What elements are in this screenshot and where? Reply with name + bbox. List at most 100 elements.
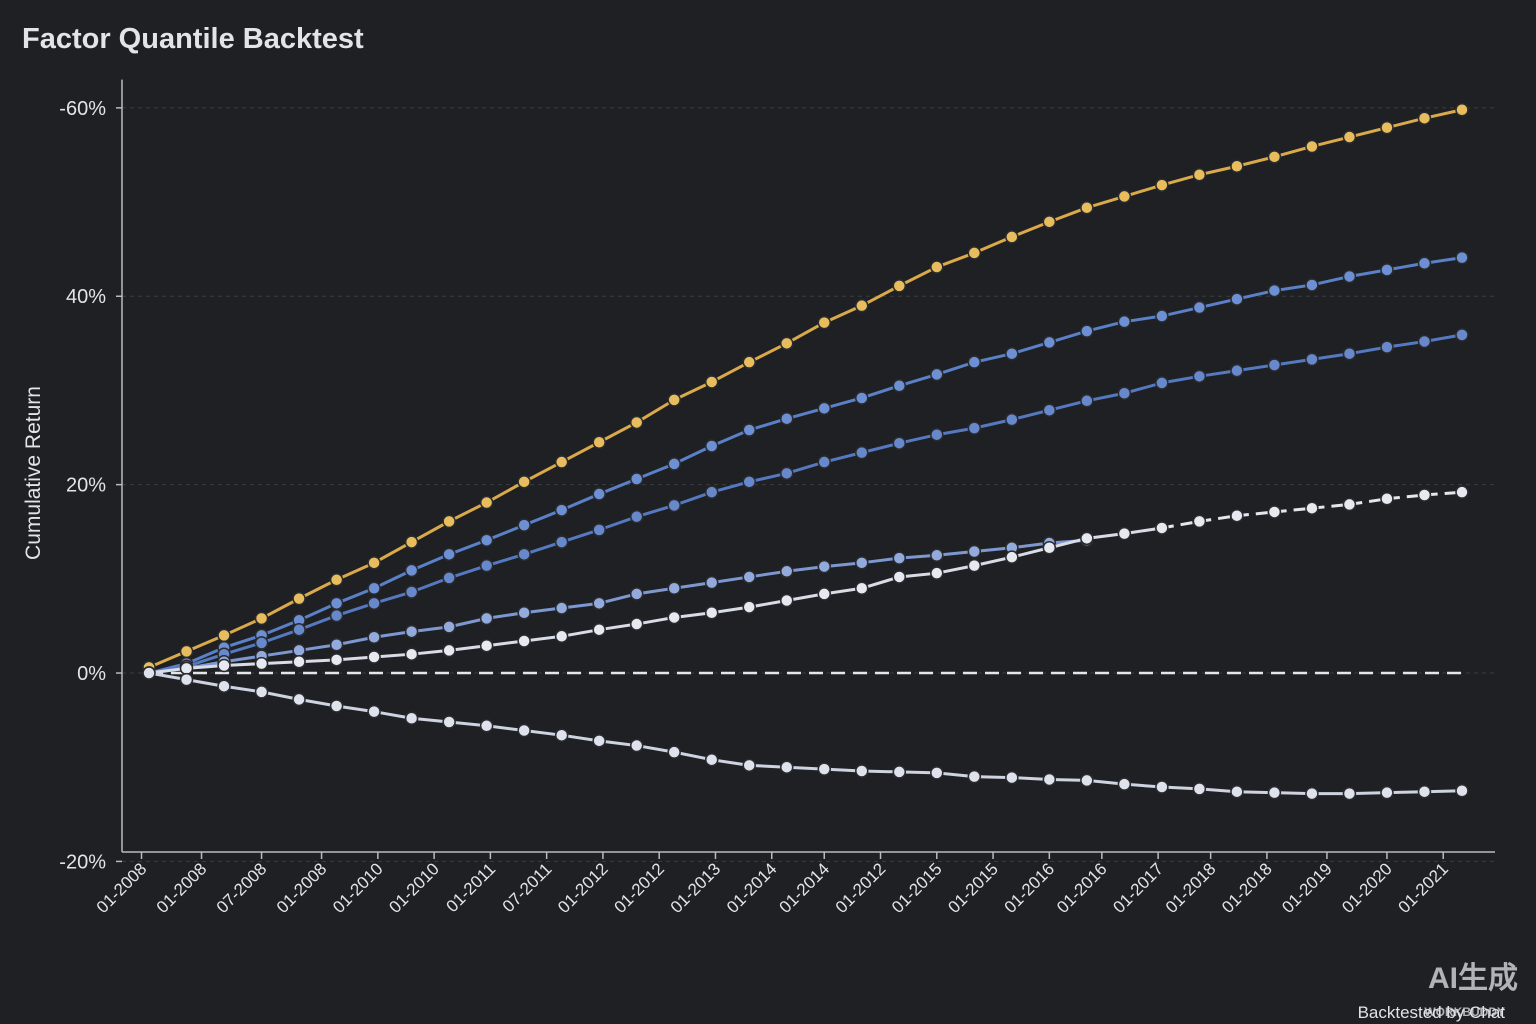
data-point [1005, 550, 1019, 564]
data-point [292, 692, 306, 707]
data-point [779, 760, 794, 774]
data-point [292, 643, 306, 658]
data-point [1305, 278, 1319, 292]
data-point [1080, 200, 1094, 215]
data-point [592, 596, 606, 611]
data-point [1005, 412, 1019, 427]
series-line [148, 526, 1163, 675]
data-point [667, 581, 681, 596]
data-point [1455, 784, 1469, 798]
data-point [1305, 501, 1319, 515]
data-point [179, 672, 194, 687]
data-point [667, 498, 681, 513]
data-point [1192, 782, 1207, 796]
data-point [967, 421, 982, 435]
data-point [1417, 488, 1432, 502]
data-point [1267, 785, 1282, 800]
data-point [779, 411, 794, 426]
data-point [629, 472, 644, 486]
data-point [367, 596, 381, 611]
data-point [704, 485, 719, 499]
data-point [1342, 269, 1357, 284]
data-point [442, 547, 456, 562]
data-point [855, 764, 869, 778]
data-point [1455, 102, 1469, 117]
data-point [1155, 178, 1169, 192]
data-point [742, 423, 756, 437]
data-point [1080, 531, 1094, 546]
chart-title: Factor Quantile Backtest [22, 23, 364, 55]
data-point [1455, 328, 1469, 342]
data-point [479, 638, 494, 653]
y-tick-label: -20% [59, 851, 106, 873]
data-point [892, 570, 907, 584]
data-point [479, 719, 494, 733]
data-point [554, 601, 569, 615]
data-point [967, 246, 982, 260]
data-point [404, 563, 419, 578]
data-point [742, 570, 756, 584]
data-point [629, 509, 644, 524]
data-point [704, 605, 719, 620]
data-point [1117, 526, 1132, 541]
data-point [217, 658, 231, 673]
data-point [1417, 111, 1432, 125]
data-point [1305, 139, 1319, 154]
data-point [855, 556, 869, 570]
data-point [855, 391, 869, 405]
data-point [667, 457, 681, 471]
data-point [742, 600, 756, 614]
data-point [254, 685, 269, 699]
data-point [892, 551, 907, 565]
data-point [442, 643, 456, 658]
data-point [179, 644, 194, 659]
data-point [517, 547, 531, 562]
data-point [442, 514, 456, 529]
data-point [779, 593, 794, 608]
data-point [667, 610, 681, 625]
data-point [592, 622, 606, 637]
data-point [1380, 120, 1394, 135]
data-point [967, 355, 982, 369]
data-point [817, 559, 832, 574]
data-point [1005, 346, 1019, 361]
data-point [254, 636, 269, 650]
data-point [1267, 150, 1282, 164]
data-point [329, 573, 344, 587]
data-point [367, 630, 381, 644]
data-point [404, 624, 419, 639]
data-point [742, 758, 756, 773]
data-point [329, 653, 344, 667]
data-point [517, 605, 531, 620]
data-point [554, 629, 569, 644]
y-tick-label: -60% [59, 98, 106, 120]
data-point [1192, 300, 1207, 315]
data-point [1230, 159, 1244, 174]
data-point [1117, 777, 1132, 791]
data-point [817, 762, 832, 776]
data-point [1005, 230, 1019, 244]
data-point [629, 587, 644, 601]
data-point [1230, 508, 1244, 523]
data-point [1342, 786, 1357, 801]
data-point [1267, 505, 1282, 519]
data-point [629, 738, 644, 753]
data-point [1117, 189, 1132, 204]
data-point [930, 427, 944, 442]
series-line [1161, 490, 1463, 530]
data-point [1380, 785, 1394, 800]
data-point [1192, 167, 1207, 182]
y-tick-label: 40% [66, 286, 106, 308]
data-point [217, 628, 231, 643]
data-point [1080, 324, 1094, 338]
data-point [1455, 485, 1469, 499]
data-point [292, 622, 306, 637]
data-point [667, 745, 681, 759]
data-point [704, 439, 719, 453]
data-point [442, 715, 456, 729]
data-point [592, 487, 606, 501]
data-point [1192, 514, 1207, 529]
data-point [367, 556, 381, 570]
data-point [1192, 369, 1207, 384]
